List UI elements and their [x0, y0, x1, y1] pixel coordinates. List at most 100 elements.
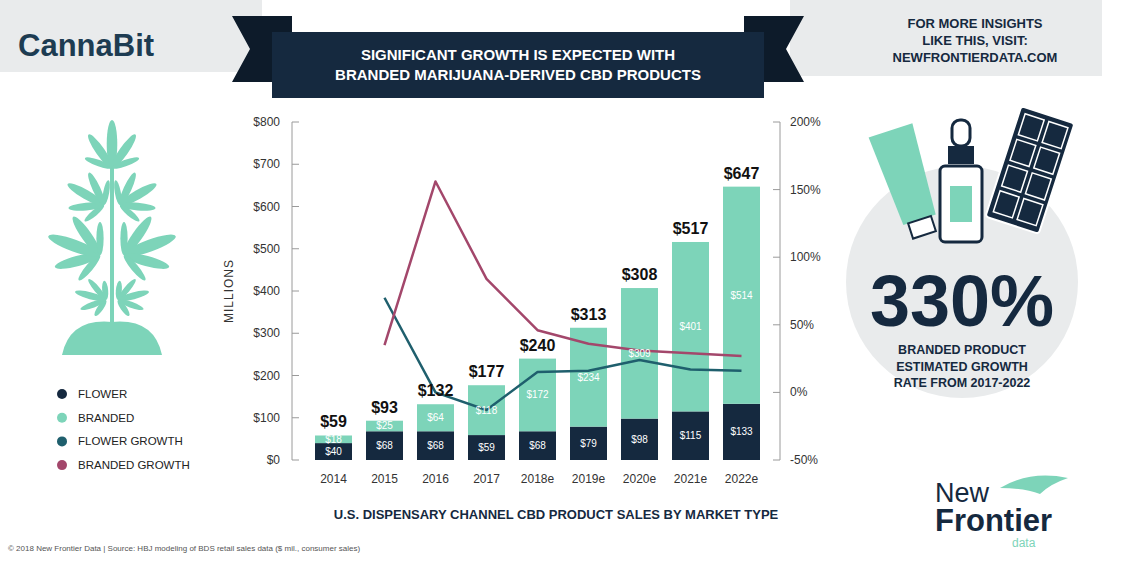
y-tick-label: $400 — [253, 284, 280, 298]
header-band — [0, 0, 262, 72]
y-tick — [292, 164, 299, 165]
y-tick — [292, 248, 299, 249]
callout-value: 330% — [870, 261, 1054, 341]
data-label: $98 — [631, 434, 648, 445]
y2-axis-line — [780, 122, 781, 460]
bar-segment — [519, 359, 556, 432]
icon-chocolate — [985, 106, 1074, 234]
data-label: $68 — [529, 440, 546, 451]
data-label: $18 — [325, 434, 342, 445]
promo-text: NEWFRONTIERDATA.COM — [893, 50, 1058, 65]
y-tick-label: $200 — [253, 369, 280, 383]
plant-leaf — [111, 155, 140, 171]
chocolate-piece — [1017, 199, 1043, 226]
chocolate-piece — [1010, 139, 1036, 166]
y2-tick — [773, 189, 780, 190]
plant-leaf — [86, 277, 108, 302]
legend-marker — [57, 436, 67, 446]
data-label: $68 — [427, 440, 444, 451]
data-label: $133 — [730, 426, 753, 437]
data-label: $68 — [376, 440, 393, 451]
x-tick-label: 2017 — [473, 472, 500, 486]
data-label: $79 — [580, 438, 597, 449]
callout-text: BRANDED PRODUCT — [898, 343, 1026, 357]
plant-illustration — [46, 120, 178, 355]
x-tick-label: 2019e — [572, 472, 606, 486]
y-tick-label: $0 — [267, 453, 281, 467]
plant-leaf — [101, 281, 109, 301]
data-label: $25 — [376, 420, 393, 431]
x-tick-label: 2014 — [320, 472, 347, 486]
logo: NewFrontierdata — [935, 476, 1068, 550]
page: CannaBitFOR MORE INSIGHTSLIKE THIS, VISI… — [0, 0, 1143, 563]
bar-segment — [468, 385, 505, 435]
plant-mound — [62, 322, 162, 355]
total-label: $517 — [673, 220, 709, 237]
bar-segment — [570, 427, 607, 460]
plant-leaf — [121, 253, 148, 283]
y2-tick-label: 150% — [790, 183, 821, 197]
footer-text: © 2018 New Frontier Data | Source: HBJ m… — [8, 544, 360, 553]
y-axis-title: MILLIONS — [222, 259, 236, 323]
title-line: SIGNIFICANT GROWTH IS EXPECTED WITH — [361, 46, 675, 63]
total-label: $313 — [571, 306, 607, 323]
plant-stem — [110, 162, 114, 340]
legend-label: BRANDED — [78, 412, 134, 424]
promo-text: FOR MORE INSIGHTS — [907, 16, 1042, 31]
logo-text: data — [1012, 536, 1036, 550]
bar-segment — [468, 435, 505, 460]
total-label: $240 — [520, 337, 556, 354]
bar-segment — [672, 242, 709, 411]
legend-label: FLOWER GROWTH — [78, 435, 183, 447]
promo-text: LIKE THIS, VISIT: — [922, 33, 1027, 48]
y2-tick — [773, 324, 780, 325]
growth-line — [385, 181, 742, 355]
dropper-bulb — [952, 120, 970, 146]
plant-leaf — [69, 214, 104, 258]
legend-label: FLOWER — [78, 388, 127, 400]
bar-segment — [315, 443, 352, 460]
plant-leaf — [118, 203, 141, 224]
x-tick-label: 2020e — [623, 472, 657, 486]
data-labels: $40$68$68$59$68$79$98$115$133$18$25$64$1… — [320, 165, 759, 457]
bar-segment — [621, 419, 658, 460]
y-tick-label: $800 — [253, 115, 280, 129]
plant-leaf — [101, 180, 111, 206]
y2-tick — [773, 460, 780, 461]
legend-marker — [57, 389, 67, 399]
y-tick — [292, 375, 299, 376]
bar-segment — [519, 431, 556, 460]
y2-tick-label: 200% — [790, 115, 821, 129]
logo-text: Frontier — [935, 503, 1052, 538]
data-label: $40 — [325, 446, 342, 457]
y-tick-label: $100 — [253, 411, 280, 425]
legend-marker — [57, 413, 67, 423]
y-tick — [292, 460, 299, 461]
legend-label: BRANDED GROWTH — [78, 459, 190, 471]
y2-tick-label: 0% — [790, 385, 808, 399]
y-tick-label: $300 — [253, 326, 280, 340]
y-tick — [292, 122, 299, 123]
total-label: $647 — [724, 165, 760, 182]
y-tick — [292, 206, 299, 207]
y-tick — [292, 417, 299, 418]
chocolate-piece — [993, 191, 1019, 218]
chart-title: SIGNIFICANT GROWTH IS EXPECTED WITHBRAND… — [335, 46, 701, 83]
data-label: $234 — [577, 372, 600, 383]
chocolate-piece — [1025, 173, 1051, 200]
data-label: $115 — [680, 430, 702, 441]
x-axis-title: U.S. DISPENSARY CHANNEL CBD PRODUCT SALE… — [334, 507, 779, 522]
chocolate-piece — [1002, 165, 1028, 192]
data-label: $514 — [730, 290, 753, 301]
data-label: $172 — [526, 389, 549, 400]
callout: 330%BRANDED PRODUCTESTIMATED GROWTHRATE … — [846, 106, 1078, 398]
data-label: $309 — [628, 348, 651, 359]
bar-segment — [366, 431, 403, 460]
tube-cap — [908, 216, 936, 239]
x-tick-label: 2022e — [725, 472, 759, 486]
tube-body — [869, 123, 942, 227]
bar-segment — [621, 288, 658, 419]
y2-tick-label: 50% — [790, 318, 814, 332]
y-tick-label: $600 — [253, 200, 280, 214]
chocolate-piece — [1042, 121, 1068, 148]
